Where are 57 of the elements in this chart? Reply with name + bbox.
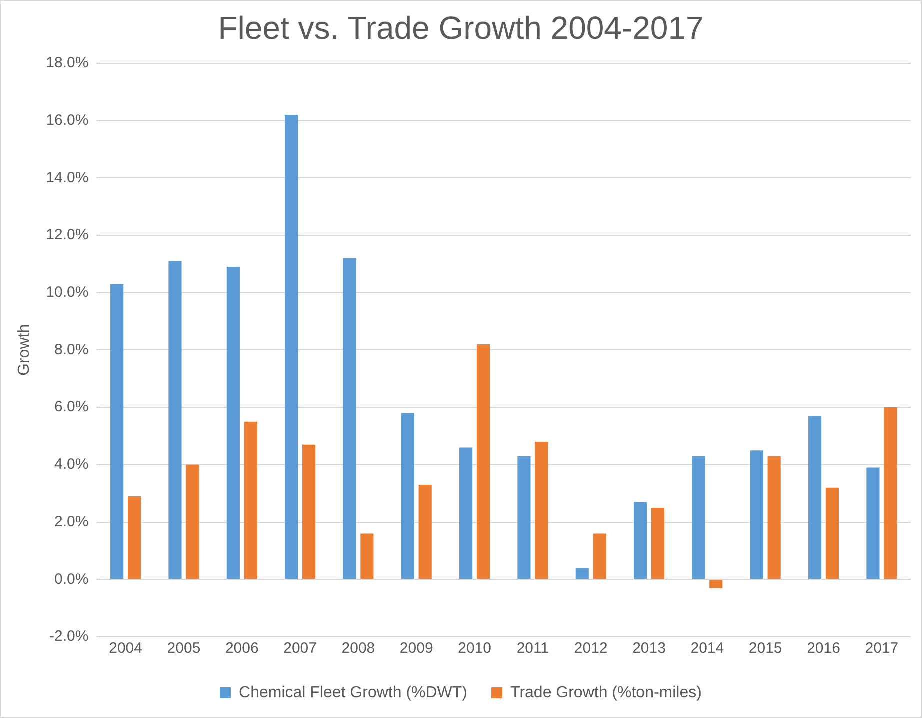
y-tick-label: 14.0% (46, 169, 89, 186)
x-tick-label: 2006 (225, 640, 259, 658)
bar (710, 580, 723, 588)
bar (826, 488, 840, 580)
y-tick-label: 16.0% (46, 112, 89, 129)
bar (535, 442, 548, 580)
bar (401, 413, 414, 580)
legend-label: Chemical Fleet Growth (%DWT) (239, 684, 468, 702)
bar (302, 444, 316, 580)
y-tick-label: 4.0% (54, 456, 89, 474)
bar (651, 508, 665, 580)
x-tick-label: 2012 (574, 640, 608, 658)
bar (460, 448, 473, 580)
y-tick-label: 18.0% (46, 54, 89, 72)
bar (343, 258, 356, 580)
y-tick-label: -2.0% (50, 628, 89, 646)
y-axis-title: Growth (16, 324, 34, 376)
y-tick-label: 12.0% (46, 226, 89, 244)
bar (168, 261, 182, 580)
y-tick-label: 0.0% (54, 570, 89, 588)
y-tick-label: 2.0% (54, 513, 89, 530)
bar (244, 422, 258, 580)
x-tick-label: 2004 (109, 640, 142, 658)
bar (768, 456, 781, 580)
x-tick-label: 2007 (284, 640, 317, 658)
x-tick-label: 2014 (690, 640, 724, 658)
bar (593, 534, 606, 580)
bar (808, 416, 822, 580)
x-tick-label: 2009 (400, 640, 434, 658)
chart-title: Fleet vs. Trade Growth 2004-2017 (218, 10, 704, 46)
y-tick-label: 6.0% (54, 398, 89, 416)
bar (186, 464, 200, 580)
bar (866, 468, 880, 580)
x-tick-label: 2005 (167, 640, 201, 658)
bar (476, 344, 490, 580)
bar (576, 568, 589, 580)
x-tick-label: 2008 (342, 640, 376, 658)
x-tick-label: 2017 (865, 640, 899, 658)
x-tick-label: 2010 (458, 640, 492, 658)
bar (418, 484, 432, 580)
y-tick-label: 8.0% (54, 341, 89, 358)
bar (360, 534, 374, 580)
bar (634, 502, 648, 580)
bar (110, 284, 124, 580)
x-tick-label: 2015 (748, 640, 782, 658)
x-tick-label: 2016 (807, 640, 840, 658)
bar (692, 456, 706, 580)
bar (226, 267, 240, 580)
x-tick-label: 2011 (516, 640, 550, 658)
bar (750, 450, 764, 580)
bar (128, 496, 142, 580)
legend-label: Trade Growth (%ton-miles) (510, 684, 702, 702)
bar (884, 408, 898, 580)
x-tick-label: 2013 (632, 640, 666, 658)
y-tick-label: 10.0% (46, 284, 89, 301)
bar (285, 115, 298, 580)
bar (518, 456, 531, 580)
